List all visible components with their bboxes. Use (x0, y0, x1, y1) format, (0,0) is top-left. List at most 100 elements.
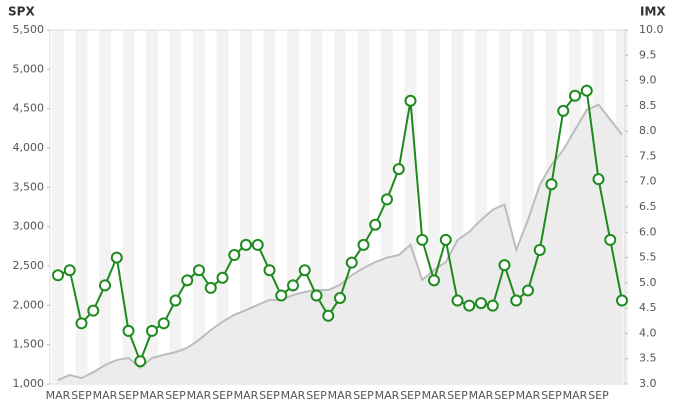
stripe (99, 30, 111, 384)
point (169, 294, 182, 307)
stripe (216, 30, 229, 384)
y2-tick-label: 7.5 (639, 149, 657, 162)
point (451, 294, 464, 307)
y2-tick-label: 4.5 (639, 301, 657, 314)
point (522, 284, 534, 297)
x-tick-label: SEP (353, 389, 374, 402)
stripe (310, 30, 323, 384)
point (545, 178, 558, 191)
x-tick-label: MAR (328, 389, 353, 402)
point (592, 173, 605, 186)
stripe (522, 30, 534, 384)
x-tick-label: SEP (259, 389, 280, 402)
y2-tick-label: 5.5 (639, 251, 657, 264)
x-tick-label: MAR (140, 389, 165, 402)
point (404, 94, 417, 107)
x-tick-label: SEP (212, 389, 233, 402)
x-tick-label: SEP (71, 389, 92, 402)
point (99, 279, 111, 292)
y2-tick-label: 9.0 (639, 74, 657, 87)
stripe (381, 30, 393, 384)
y2-tick-label: 6.0 (639, 225, 657, 238)
x-tick-label: MAR (422, 389, 447, 402)
point (369, 218, 382, 231)
y-tick-label: 2,000 (13, 298, 45, 311)
point (122, 324, 135, 337)
x-tick-label: MAR (93, 389, 118, 402)
stripe (404, 30, 417, 384)
x-tick-label: SEP (118, 389, 139, 402)
point (557, 104, 570, 117)
stripe (146, 30, 158, 384)
x-tick-label: MAR (46, 389, 71, 402)
point (204, 281, 217, 294)
y-tick-label: 1,000 (13, 377, 45, 390)
stripe (357, 30, 370, 384)
point (63, 264, 76, 277)
x-tick-label: SEP (447, 389, 468, 402)
point (228, 249, 241, 262)
point (146, 324, 158, 337)
point (110, 251, 123, 264)
stripe (475, 30, 487, 384)
x-tick-label: MAR (516, 389, 541, 402)
point (251, 238, 264, 251)
stripe (451, 30, 464, 384)
stripe (287, 30, 299, 384)
point (181, 274, 194, 287)
x-tick-label: MAR (234, 389, 259, 402)
point (428, 274, 440, 287)
stripe (193, 30, 205, 384)
point (345, 256, 358, 269)
y-tick-label: 5,500 (13, 23, 45, 36)
y-tick-label: 1,500 (13, 338, 45, 351)
x-tick-label: MAR (563, 389, 588, 402)
point (463, 299, 476, 312)
point (240, 238, 252, 251)
x-tick-label: SEP (494, 389, 515, 402)
x-tick-label: MAR (469, 389, 494, 402)
x-tick-label: SEP (306, 389, 327, 402)
y-tick-label: 3,000 (13, 220, 45, 233)
x-tick-label: MAR (187, 389, 212, 402)
point (287, 279, 299, 292)
point (580, 84, 593, 97)
point (263, 264, 276, 277)
point (157, 317, 170, 330)
y2-axis-title: IMX (640, 5, 666, 19)
point (193, 264, 205, 277)
x-tick-label: SEP (588, 389, 609, 402)
stripe (263, 30, 276, 384)
y2-tick-label: 5.0 (639, 276, 657, 289)
y-tick-label: 4,000 (13, 141, 45, 154)
stripe (122, 30, 135, 384)
point (334, 292, 346, 305)
y2-tick-label: 3.0 (639, 377, 657, 390)
stripe (240, 30, 252, 384)
y2-tick-label: 4.0 (639, 326, 657, 339)
point (498, 259, 511, 272)
stripe (334, 30, 346, 384)
stripe (169, 30, 182, 384)
y2-tick-label: 8.0 (639, 124, 657, 137)
point (604, 233, 617, 246)
y2-tick-label: 8.5 (639, 99, 657, 112)
point (322, 309, 335, 322)
point (510, 294, 523, 307)
point (310, 289, 323, 302)
point (357, 238, 370, 251)
point (298, 264, 311, 277)
point (392, 163, 405, 176)
y-tick-label: 4,500 (13, 102, 45, 115)
point (439, 233, 452, 246)
point (134, 355, 147, 368)
x-tick-label: SEP (541, 389, 562, 402)
x-tick-label: MAR (281, 389, 306, 402)
point (216, 271, 229, 284)
point (381, 193, 393, 206)
point (569, 89, 581, 102)
y2-tick-label: 7.0 (639, 175, 657, 188)
y-tick-label: 5,000 (13, 62, 45, 75)
y-tick-label: 2,500 (13, 259, 45, 272)
stripe (75, 30, 88, 384)
